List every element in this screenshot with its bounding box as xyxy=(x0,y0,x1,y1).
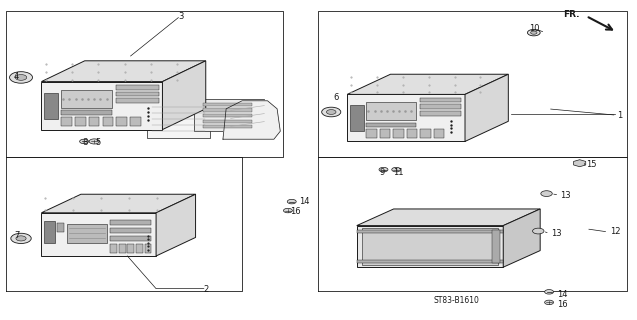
Bar xyxy=(406,129,417,138)
Circle shape xyxy=(322,107,341,117)
Bar xyxy=(366,123,415,127)
Text: ST83-B1610: ST83-B1610 xyxy=(433,296,479,305)
Bar xyxy=(131,117,141,126)
Text: 8: 8 xyxy=(83,138,88,147)
Bar xyxy=(127,244,134,252)
Circle shape xyxy=(287,199,296,204)
Circle shape xyxy=(545,300,554,305)
Polygon shape xyxy=(147,102,210,138)
Circle shape xyxy=(15,75,27,80)
Bar xyxy=(103,117,113,126)
Bar xyxy=(350,105,364,131)
Circle shape xyxy=(533,228,544,234)
Polygon shape xyxy=(357,226,503,267)
Bar xyxy=(136,244,143,252)
Polygon shape xyxy=(465,74,508,141)
Bar xyxy=(61,110,111,115)
Text: 16: 16 xyxy=(290,207,301,216)
Bar xyxy=(89,117,99,126)
Text: 14: 14 xyxy=(557,290,568,299)
Bar xyxy=(110,236,152,241)
Bar xyxy=(420,111,461,116)
Polygon shape xyxy=(573,160,586,167)
Text: FR.: FR. xyxy=(563,10,580,19)
Bar xyxy=(393,129,404,138)
Bar xyxy=(203,114,252,117)
Circle shape xyxy=(531,31,537,34)
Bar xyxy=(117,99,159,103)
Text: 9: 9 xyxy=(380,168,385,177)
Text: 15: 15 xyxy=(586,160,596,169)
Bar xyxy=(67,224,107,243)
Polygon shape xyxy=(41,194,196,213)
Text: 13: 13 xyxy=(551,229,562,238)
Circle shape xyxy=(80,139,89,144)
Circle shape xyxy=(11,233,31,244)
Text: 16: 16 xyxy=(557,300,568,309)
Text: 7: 7 xyxy=(14,231,19,240)
Bar xyxy=(420,129,431,138)
Bar xyxy=(357,260,503,263)
Polygon shape xyxy=(162,61,206,130)
Polygon shape xyxy=(357,209,540,226)
Bar xyxy=(110,244,117,252)
Polygon shape xyxy=(347,74,508,94)
Circle shape xyxy=(16,236,26,241)
Bar xyxy=(357,230,503,233)
Circle shape xyxy=(379,167,388,172)
Circle shape xyxy=(541,191,552,196)
Text: 5: 5 xyxy=(96,138,101,147)
Bar xyxy=(57,223,64,232)
Text: 10: 10 xyxy=(529,24,539,33)
Bar xyxy=(118,244,125,252)
Bar xyxy=(420,104,461,109)
Bar xyxy=(117,92,159,97)
Bar xyxy=(203,108,252,112)
Circle shape xyxy=(283,208,292,213)
Text: 6: 6 xyxy=(333,93,338,102)
Text: 11: 11 xyxy=(393,168,403,177)
Polygon shape xyxy=(347,94,465,141)
Bar xyxy=(61,90,111,108)
Bar xyxy=(434,129,445,138)
Bar xyxy=(110,228,152,233)
Circle shape xyxy=(392,167,401,172)
Bar xyxy=(61,117,71,126)
Polygon shape xyxy=(194,99,264,131)
Bar xyxy=(203,120,252,123)
Text: 14: 14 xyxy=(299,197,310,206)
Text: 3: 3 xyxy=(178,12,183,20)
Bar xyxy=(366,102,415,120)
Bar xyxy=(203,125,252,128)
Bar xyxy=(117,85,159,90)
Polygon shape xyxy=(41,61,206,82)
Bar xyxy=(110,220,152,225)
Polygon shape xyxy=(156,194,196,256)
Polygon shape xyxy=(41,82,162,130)
Text: 1: 1 xyxy=(617,111,622,120)
Text: 4: 4 xyxy=(14,72,19,81)
Text: 13: 13 xyxy=(561,191,571,200)
Bar xyxy=(492,230,500,263)
Circle shape xyxy=(326,109,336,115)
Circle shape xyxy=(545,290,554,294)
Bar xyxy=(75,117,85,126)
Bar xyxy=(203,103,252,106)
Polygon shape xyxy=(223,101,280,139)
Circle shape xyxy=(89,139,99,144)
Bar xyxy=(420,98,461,102)
Text: 2: 2 xyxy=(204,285,209,294)
Polygon shape xyxy=(503,209,540,267)
Polygon shape xyxy=(362,228,498,265)
Bar xyxy=(145,244,152,252)
Circle shape xyxy=(527,29,540,36)
Bar xyxy=(366,129,376,138)
Circle shape xyxy=(10,72,32,83)
Bar xyxy=(380,129,390,138)
Polygon shape xyxy=(41,213,156,256)
Text: 12: 12 xyxy=(610,228,620,236)
Bar xyxy=(44,93,59,119)
Bar xyxy=(44,221,55,243)
Bar xyxy=(117,117,127,126)
